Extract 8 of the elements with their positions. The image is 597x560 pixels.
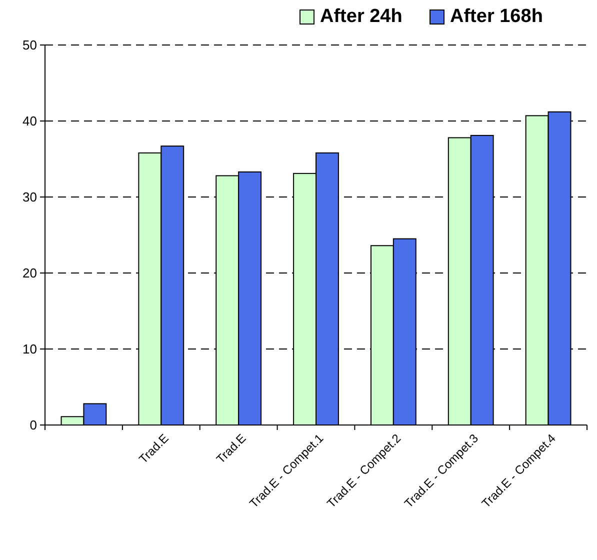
y-tick-label: 30 — [22, 190, 37, 205]
y-tick-label: 20 — [22, 266, 37, 281]
legend-label: After 24h — [320, 6, 402, 27]
y-tick-label: 40 — [22, 114, 37, 129]
y-tick-label: 0 — [30, 418, 37, 433]
y-tick-label: 10 — [22, 342, 37, 357]
y-tick-label: 50 — [22, 38, 37, 53]
legend-label: After 168h — [450, 6, 543, 27]
